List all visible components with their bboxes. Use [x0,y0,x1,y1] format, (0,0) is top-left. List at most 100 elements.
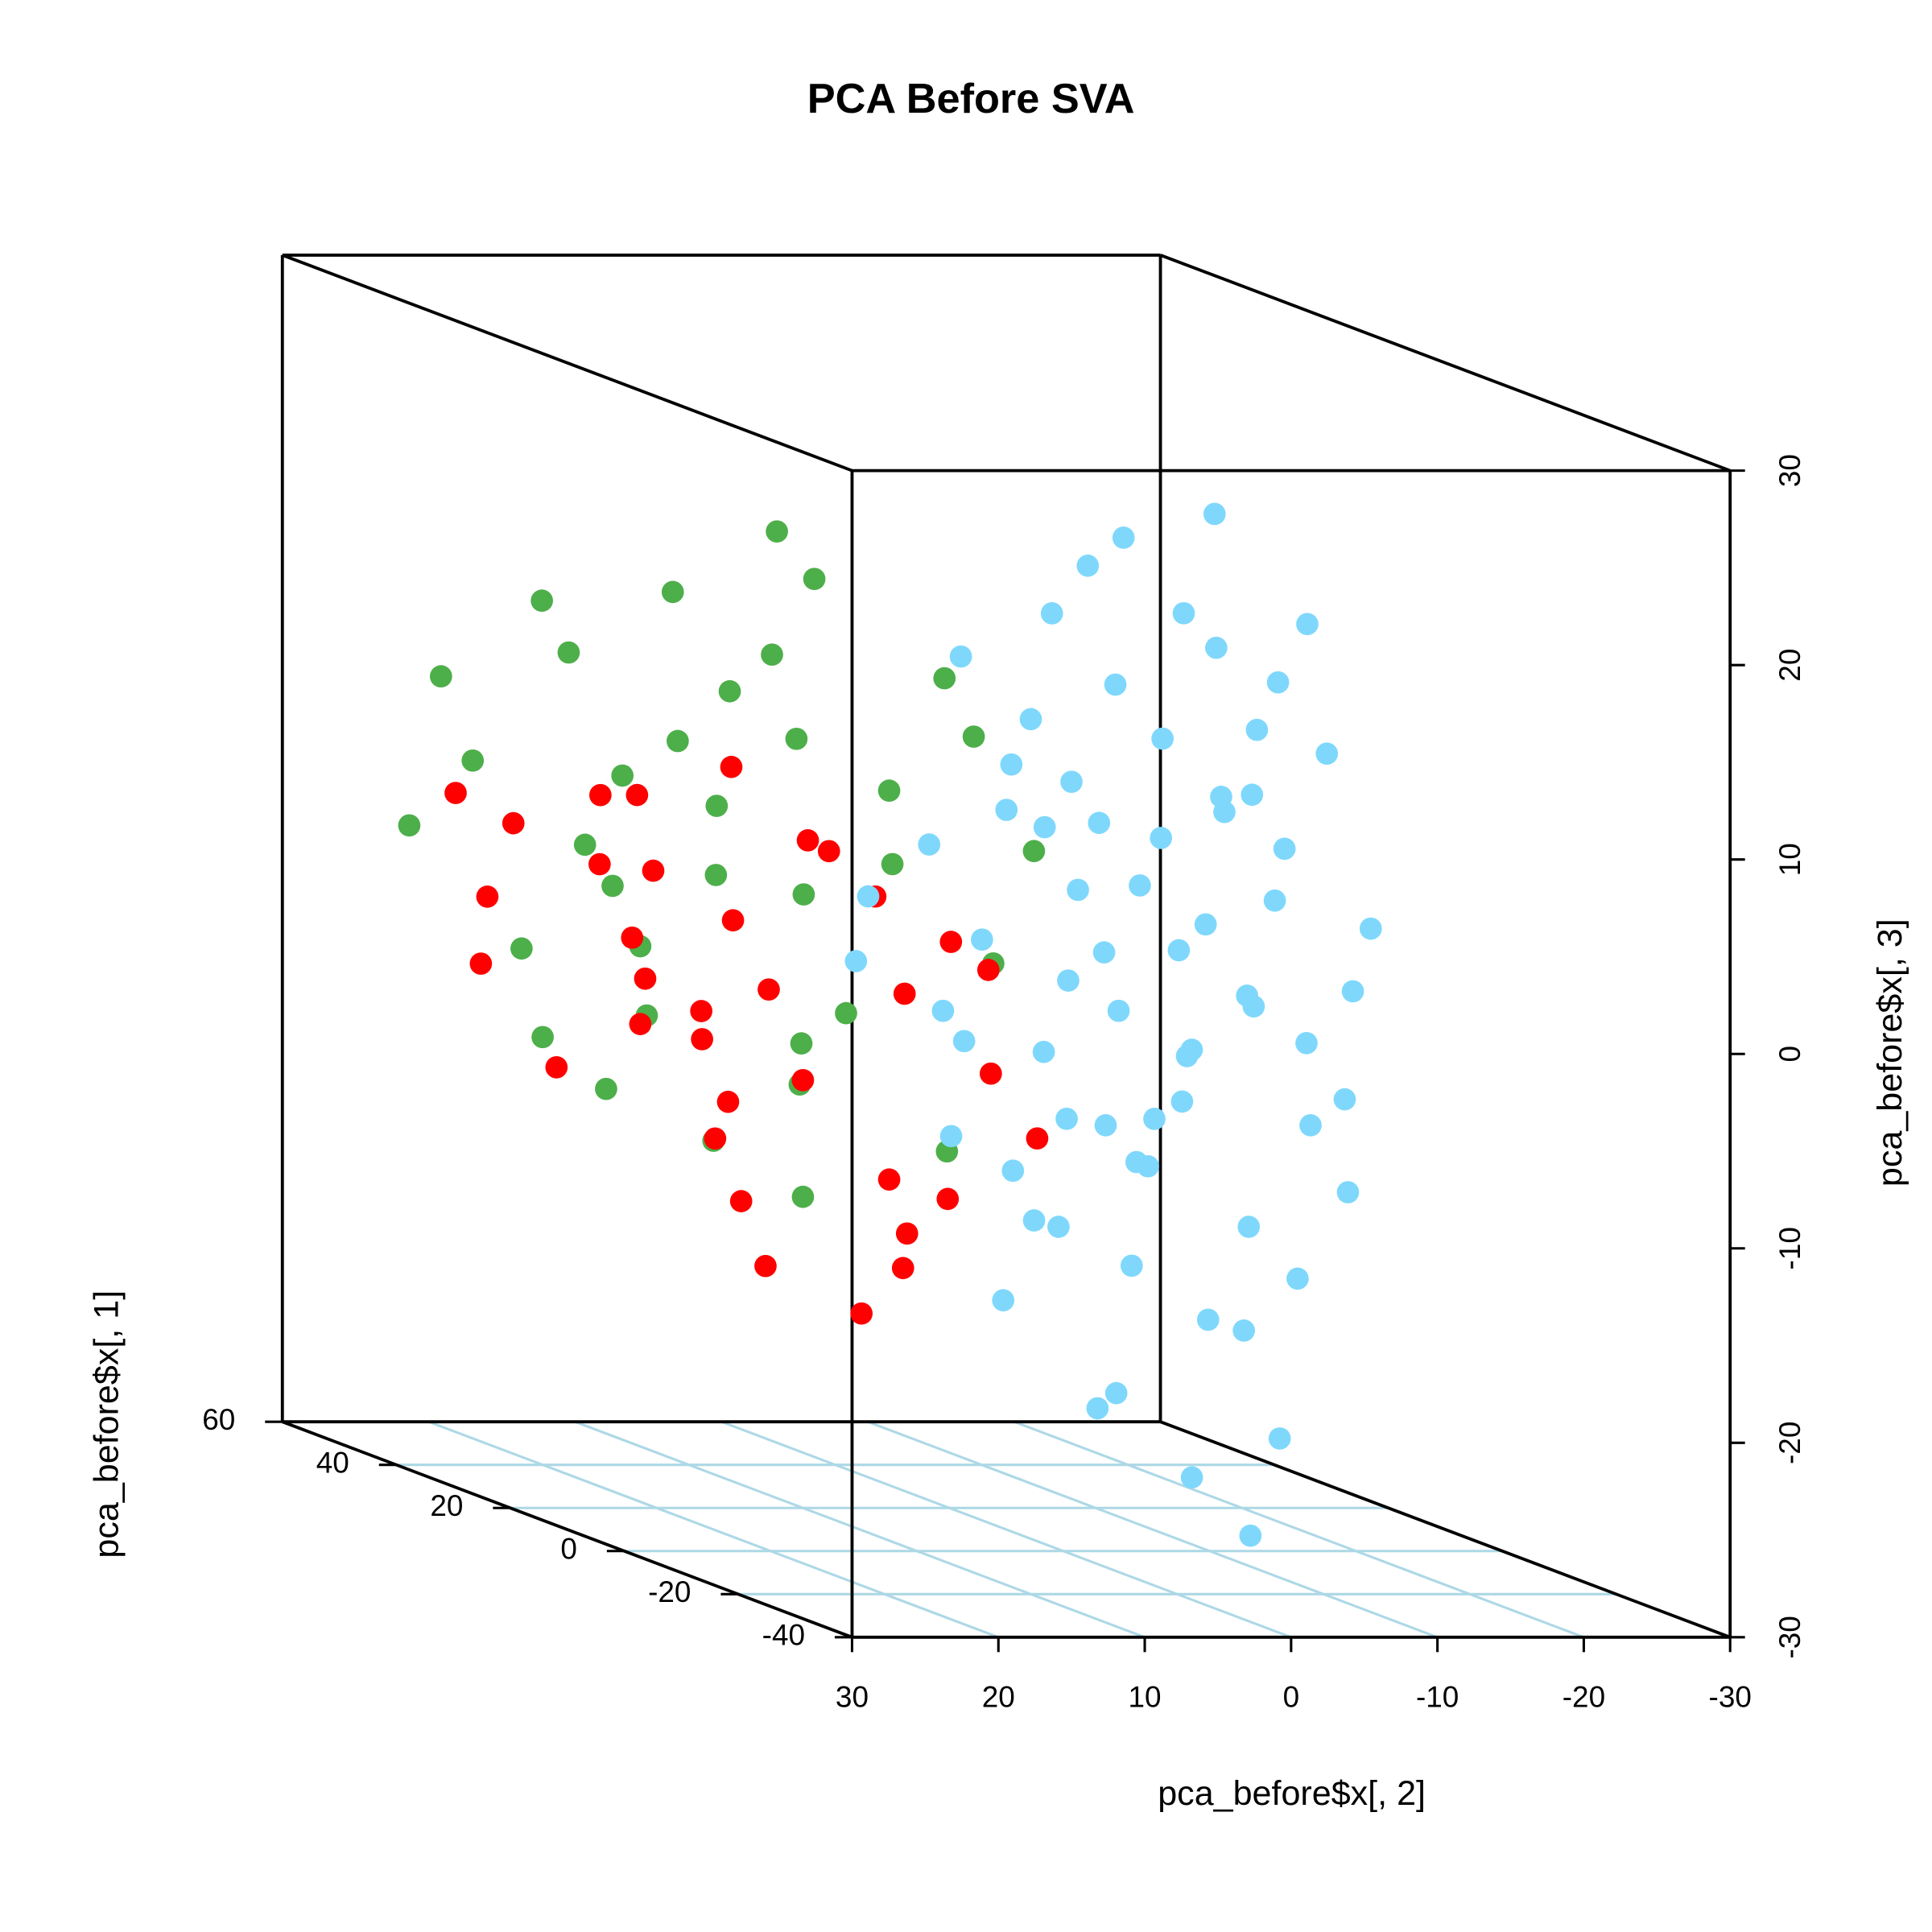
point [1112,526,1135,549]
point [980,1062,1002,1085]
x-tick-label: -10 [1416,1681,1459,1714]
point [1001,1159,1025,1183]
point [1120,1254,1143,1278]
grid-line [867,1420,1439,1639]
point [690,1000,712,1022]
point [1295,1032,1318,1055]
point [704,864,728,886]
point [461,749,485,772]
point [629,1013,652,1035]
point [1060,770,1083,794]
y-tick-label: -40 [762,1619,805,1652]
point [398,814,421,837]
point [589,783,612,807]
point [704,1127,727,1150]
point [573,833,597,857]
x-tick-label: 0 [1283,1681,1300,1714]
point [1210,786,1232,808]
point [844,950,868,972]
point [803,568,826,591]
point [1047,1216,1070,1238]
point [1180,1466,1203,1489]
point [1150,827,1173,849]
point [761,643,783,667]
point [791,1185,815,1208]
point [469,952,493,975]
box-edge [282,1420,853,1639]
point [817,840,840,863]
z-tick-label: 10 [1773,843,1806,876]
point [877,1168,901,1191]
point [939,931,963,953]
x-axis-label: pca_before$x[, 2] [1158,1774,1426,1813]
point [850,1302,873,1325]
point [881,852,904,876]
point [785,727,808,750]
point [1245,718,1269,741]
point [1242,995,1265,1018]
point [1026,1127,1049,1150]
point [1094,1114,1117,1137]
y-axis-label: pca_before$x[, 1] [88,1290,126,1558]
y-tick-label: 20 [430,1489,463,1522]
point [1333,1088,1356,1111]
point [992,1289,1015,1312]
point [621,926,644,949]
x-tick-label: 30 [836,1681,869,1714]
point [705,795,729,817]
point [661,580,684,604]
point [1107,999,1130,1022]
point [995,799,1018,821]
point [1263,889,1286,912]
point [1067,878,1089,902]
point [1151,727,1174,750]
point [1000,753,1023,776]
point [1359,917,1382,940]
grid-line [1013,1420,1584,1639]
point [1057,969,1080,992]
point [791,1069,815,1092]
point [625,783,649,807]
point [1268,1427,1291,1450]
z-tick-label: -20 [1773,1422,1806,1464]
point [595,1077,617,1100]
point [835,1001,857,1025]
point [1086,1397,1109,1420]
z-tick-label: -10 [1773,1227,1806,1269]
point [936,1187,960,1211]
point [1125,1150,1148,1174]
point [718,679,741,703]
point [1170,1090,1194,1113]
point [691,1028,713,1051]
point [1033,815,1056,839]
point [952,1030,976,1053]
point [918,833,941,856]
z-axis-label: pca_before$x[, 3] [1871,919,1909,1187]
point [716,1090,740,1113]
point [1076,554,1100,577]
point [1273,837,1296,861]
point [429,665,452,687]
y-tick-label: 60 [202,1403,235,1436]
point [1194,913,1217,936]
point [962,725,985,748]
z-tick-label: 30 [1773,454,1806,487]
point [1180,1038,1203,1061]
point [1336,1181,1360,1203]
point [931,999,955,1022]
point [976,959,1000,981]
point [891,1257,914,1280]
point [949,645,972,668]
box-edge [282,254,853,473]
point [1040,602,1063,625]
point [476,886,499,908]
point [857,885,880,908]
point [877,779,901,803]
point [1055,1107,1078,1130]
box-edge [1159,254,1731,473]
z-tick-label: 20 [1773,649,1806,682]
x-tick-label: -30 [1709,1681,1752,1714]
point [971,928,993,952]
